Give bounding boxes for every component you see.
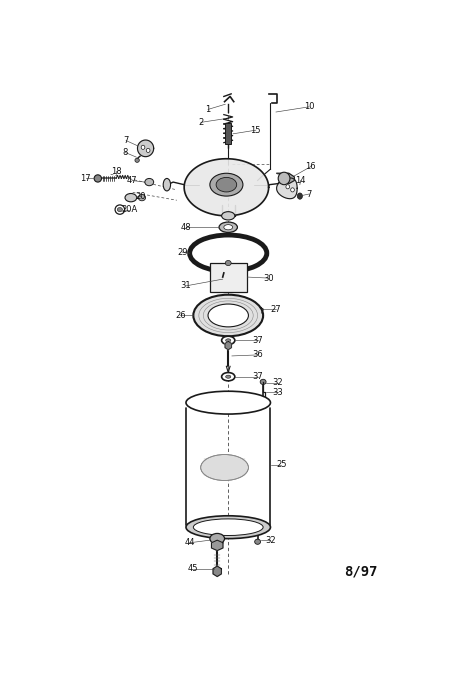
Ellipse shape — [138, 195, 146, 201]
Text: 1: 1 — [205, 105, 210, 114]
Bar — [225, 123, 231, 144]
Text: 26: 26 — [175, 311, 186, 320]
Ellipse shape — [186, 391, 271, 414]
Ellipse shape — [146, 148, 150, 152]
Ellipse shape — [255, 539, 261, 545]
Ellipse shape — [115, 205, 125, 214]
Ellipse shape — [216, 177, 237, 192]
Ellipse shape — [219, 222, 237, 233]
Text: 36: 36 — [252, 350, 263, 359]
Ellipse shape — [226, 339, 231, 342]
Text: 7: 7 — [123, 136, 129, 145]
Ellipse shape — [210, 173, 243, 196]
Polygon shape — [225, 342, 231, 350]
Ellipse shape — [145, 179, 154, 186]
Ellipse shape — [201, 454, 248, 481]
Ellipse shape — [190, 235, 267, 272]
Ellipse shape — [186, 516, 271, 539]
Ellipse shape — [135, 158, 139, 162]
Ellipse shape — [163, 179, 171, 191]
Text: 45: 45 — [188, 564, 199, 573]
Ellipse shape — [222, 336, 235, 344]
Ellipse shape — [210, 533, 225, 544]
Text: 31: 31 — [181, 281, 191, 290]
Ellipse shape — [225, 260, 231, 266]
Ellipse shape — [141, 145, 145, 150]
Polygon shape — [213, 566, 221, 576]
Text: 18: 18 — [111, 166, 121, 176]
Ellipse shape — [286, 185, 290, 189]
Text: 47: 47 — [127, 176, 137, 185]
Text: 33: 33 — [273, 388, 283, 397]
Text: 15: 15 — [251, 125, 261, 135]
Ellipse shape — [117, 208, 122, 212]
Ellipse shape — [193, 519, 263, 536]
Text: 7: 7 — [306, 189, 312, 199]
Text: 16: 16 — [306, 162, 316, 171]
Text: 32: 32 — [265, 536, 276, 545]
Ellipse shape — [208, 304, 248, 327]
Text: 37: 37 — [252, 336, 263, 345]
Ellipse shape — [278, 173, 290, 185]
Text: 32: 32 — [273, 378, 283, 388]
Ellipse shape — [297, 193, 302, 200]
Polygon shape — [211, 540, 223, 551]
Text: 17: 17 — [81, 174, 91, 183]
Polygon shape — [137, 140, 154, 156]
Ellipse shape — [94, 175, 101, 182]
Text: 2: 2 — [198, 118, 203, 127]
Ellipse shape — [226, 375, 231, 378]
Text: 20: 20 — [136, 191, 146, 201]
Text: 37: 37 — [252, 372, 263, 381]
Text: 44: 44 — [184, 539, 195, 547]
Text: 27: 27 — [271, 305, 281, 313]
Ellipse shape — [125, 193, 137, 202]
Text: 30: 30 — [264, 274, 274, 282]
Ellipse shape — [193, 295, 263, 336]
Bar — [210, 263, 246, 292]
Ellipse shape — [222, 212, 235, 220]
Ellipse shape — [260, 379, 266, 384]
Ellipse shape — [291, 188, 294, 192]
Text: 8/97: 8/97 — [344, 564, 377, 578]
Polygon shape — [277, 173, 294, 183]
Text: 10: 10 — [304, 102, 314, 111]
Text: 48: 48 — [181, 222, 191, 232]
Polygon shape — [184, 159, 269, 216]
Text: 25: 25 — [276, 460, 287, 469]
Text: 29: 29 — [177, 247, 188, 257]
Ellipse shape — [224, 224, 233, 230]
Ellipse shape — [222, 373, 235, 381]
Text: 8: 8 — [123, 148, 128, 157]
Text: 20A: 20A — [121, 205, 137, 214]
Polygon shape — [277, 178, 297, 199]
Text: 14: 14 — [295, 176, 306, 185]
